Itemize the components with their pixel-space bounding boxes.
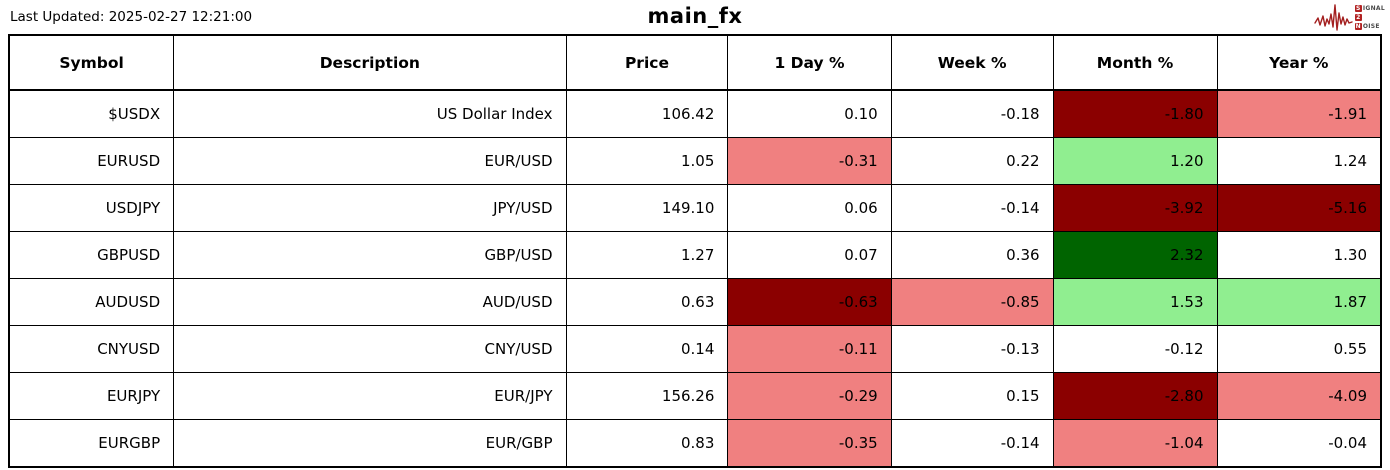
symbol-cell: EURGBP [8,419,175,468]
table-row: CNYUSD CNY/USD 0.14 -0.11 -0.13 -0.12 0.55 [8,325,1382,373]
year-pct-cell: 1.24 [1216,137,1382,185]
column-header-description: Description [173,34,567,91]
year-pct-cell: -4.09 [1216,372,1382,420]
price-cell: 0.63 [565,278,729,326]
logo-word-signal: S IGNAL [1354,4,1385,13]
symbol-cell: $USDX [8,89,175,138]
logo-letter-s: S [1354,4,1362,12]
column-header-week: Week % [890,34,1054,91]
year-pct-cell: -1.91 [1216,89,1382,138]
table-header-row: Symbol Description Price 1 Day % Week % Month… [8,34,1382,91]
signal2noise-logo: S IGNAL 2 N OISE [1314,1,1385,33]
week-pct-cell: -0.13 [890,325,1054,373]
logo-word-noise-rest: OISE [1362,22,1380,30]
day-pct-cell: -0.63 [727,278,892,326]
month-pct-cell: -1.04 [1052,419,1218,468]
description-cell: US Dollar Index [173,89,567,138]
day-pct-cell: 0.10 [727,89,892,138]
week-pct-cell: -0.18 [890,89,1054,138]
day-pct-cell: 0.07 [727,231,892,279]
month-pct-cell: -2.80 [1052,372,1218,420]
month-pct-cell: -0.12 [1052,325,1218,373]
logo-letter-n: N [1354,22,1362,30]
logo-word-signal-rest: IGNAL [1362,4,1385,12]
price-cell: 0.14 [565,325,729,373]
price-cell: 0.83 [565,419,729,468]
month-pct-cell: -1.80 [1052,89,1218,138]
logo-word-2: 2 [1354,13,1385,22]
price-cell: 149.10 [565,184,729,232]
symbol-cell: AUDUSD [8,278,175,326]
month-pct-cell: 2.32 [1052,231,1218,279]
table-row: EURUSD EUR/USD 1.05 -0.31 0.22 1.20 1.24 [8,137,1382,185]
logo-wordmark: S IGNAL 2 N OISE [1354,4,1385,31]
year-pct-cell: -0.04 [1216,419,1382,468]
day-pct-cell: -0.11 [727,325,892,373]
month-pct-cell: -3.92 [1052,184,1218,232]
day-pct-cell: -0.29 [727,372,892,420]
column-header-1-day: 1 Day % [727,34,892,91]
week-pct-cell: -0.14 [890,184,1054,232]
description-cell: GBP/USD [173,231,567,279]
last-updated-text: Last Updated: 2025-02-27 12:21:00 [10,9,253,25]
week-pct-cell: -0.14 [890,419,1054,468]
description-cell: AUD/USD [173,278,567,326]
description-cell: EUR/GBP [173,419,567,468]
table-row: USDJPY JPY/USD 149.10 0.06 -0.14 -3.92 -5.16 [8,184,1382,232]
price-cell: 106.42 [565,89,729,138]
day-pct-cell: -0.35 [727,419,892,468]
column-header-month: Month % [1052,34,1218,91]
symbol-cell: USDJPY [8,184,175,232]
logo-letter-2: 2 [1354,13,1362,21]
month-pct-cell: 1.53 [1052,278,1218,326]
week-pct-cell: -0.85 [890,278,1054,326]
day-pct-cell: 0.06 [727,184,892,232]
price-cell: 156.26 [565,372,729,420]
week-pct-cell: 0.22 [890,137,1054,185]
week-pct-cell: 0.15 [890,372,1054,420]
year-pct-cell: -5.16 [1216,184,1382,232]
topbar: Last Updated: 2025-02-27 12:21:00 main_f… [0,0,1390,34]
year-pct-cell: 0.55 [1216,325,1382,373]
year-pct-cell: 1.87 [1216,278,1382,326]
column-header-symbol: Symbol [8,34,175,91]
fx-table: Symbol Description Price 1 Day % Week % Month… [8,34,1382,468]
column-header-price: Price [565,34,729,91]
month-pct-cell: 1.20 [1052,137,1218,185]
description-cell: EUR/JPY [173,372,567,420]
description-cell: CNY/USD [173,325,567,373]
day-pct-cell: -0.31 [727,137,892,185]
symbol-cell: EURJPY [8,372,175,420]
description-cell: JPY/USD [173,184,567,232]
year-pct-cell: 1.30 [1216,231,1382,279]
table-row: AUDUSD AUD/USD 0.63 -0.63 -0.85 1.53 1.87 [8,278,1382,326]
price-cell: 1.27 [565,231,729,279]
table-row: $USDX US Dollar Index 106.42 0.10 -0.18 -1.80… [8,89,1382,138]
column-header-year: Year % [1216,34,1382,91]
price-cell: 1.05 [565,137,729,185]
symbol-cell: EURUSD [8,137,175,185]
table-row: EURJPY EUR/JPY 156.26 -0.29 0.15 -2.80 -4.09 [8,372,1382,420]
logo-word-noise: N OISE [1354,22,1385,31]
symbol-cell: GBPUSD [8,231,175,279]
week-pct-cell: 0.36 [890,231,1054,279]
table-row: GBPUSD GBP/USD 1.27 0.07 0.36 2.32 1.30 [8,231,1382,279]
page-title: main_fx [647,4,743,28]
waveform-icon [1314,4,1353,31]
table-row: EURGBP EUR/GBP 0.83 -0.35 -0.14 -1.04 -0.04 [8,419,1382,468]
description-cell: EUR/USD [173,137,567,185]
symbol-cell: CNYUSD [8,325,175,373]
